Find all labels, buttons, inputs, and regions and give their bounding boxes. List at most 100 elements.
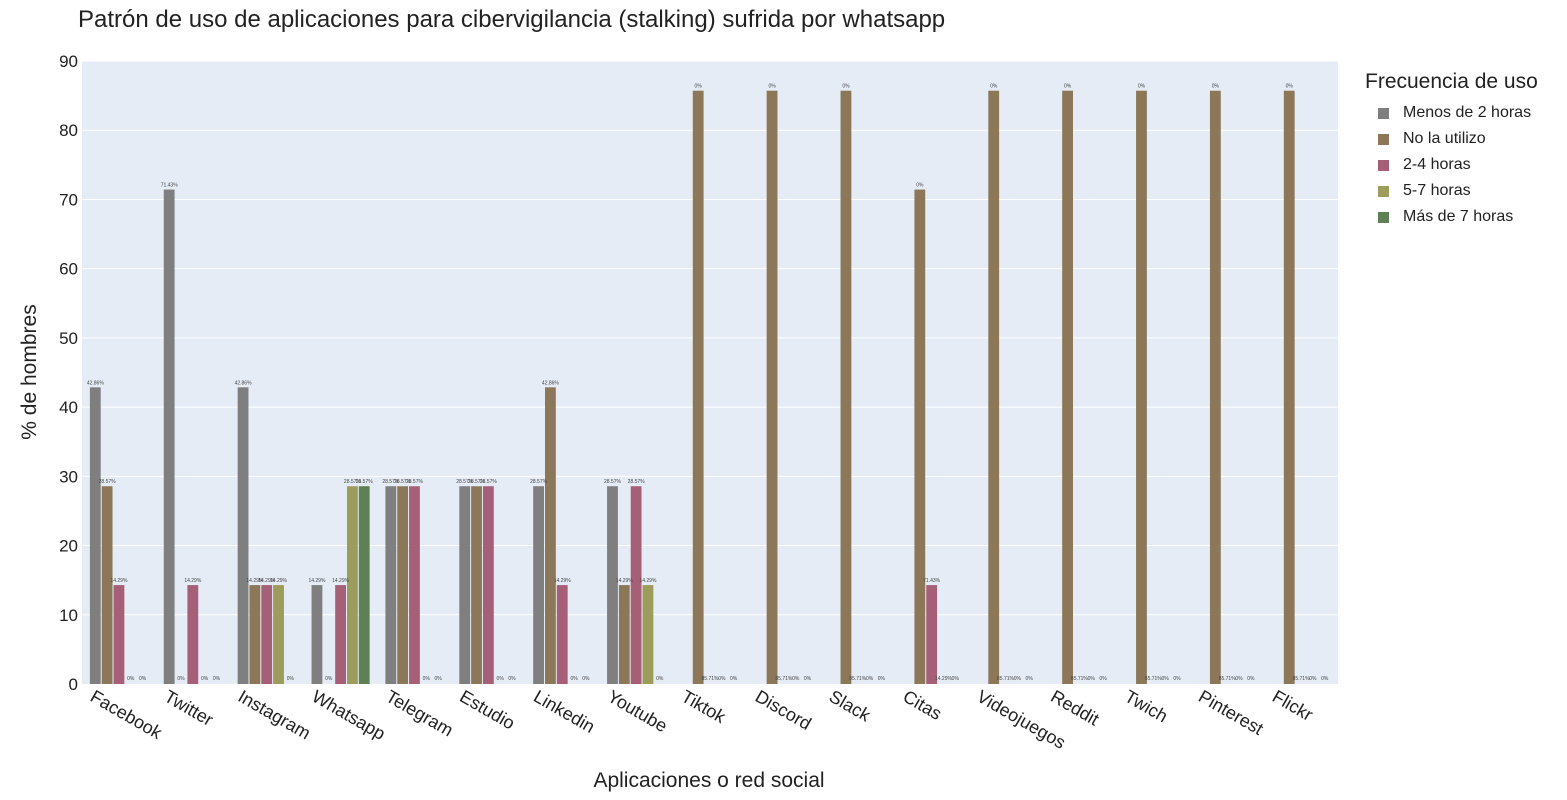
data-label: 28.57% [456, 479, 474, 485]
data-label: 28.57% [344, 479, 362, 485]
data-label: 14.29% [308, 578, 326, 584]
data-label: 14.29% [184, 578, 202, 584]
data-label: 14.29% [639, 578, 657, 584]
legend-item[interactable]: 5-7 horas [1365, 178, 1538, 204]
y-tick-label: 80 [59, 121, 78, 140]
legend-swatch [1378, 159, 1389, 171]
x-tick-label: Estudio [456, 686, 518, 733]
legend-label: 2-4 horas [1403, 156, 1471, 173]
data-label: 0% [213, 676, 221, 682]
bar [89, 387, 101, 684]
bar [692, 90, 704, 684]
data-label: 0% [792, 676, 800, 682]
data-label: 0% [1173, 676, 1181, 682]
bar [533, 486, 545, 684]
legend-swatch [1378, 211, 1389, 223]
legend-item[interactable]: Menos de 2 horas [1365, 100, 1538, 126]
data-label: 85.71% [849, 676, 867, 682]
data-label: 14.29% [246, 578, 264, 584]
data-label: 71.43% [923, 578, 941, 584]
legend-label: Más de 7 horas [1403, 208, 1514, 225]
data-label: 14.29% [554, 578, 572, 584]
bar [914, 189, 926, 685]
x-tick-label: Pinterest [1195, 686, 1267, 739]
bar [482, 486, 494, 684]
chart-title: Patrón de uso de aplicaciones para ciber… [78, 6, 946, 33]
data-label: 85.71% [1071, 676, 1089, 682]
data-label: 28.57% [468, 479, 486, 485]
data-label: 42.86% [235, 380, 253, 386]
bar [630, 486, 642, 684]
data-label: 85.71% [997, 676, 1015, 682]
y-tick-label: 50 [59, 329, 78, 348]
bar [335, 585, 346, 684]
bar [273, 585, 284, 684]
data-label: 0% [423, 676, 431, 682]
data-label: 0% [878, 676, 886, 682]
data-label: 14.29% [616, 578, 634, 584]
data-label: 0% [952, 676, 960, 682]
data-label: 0% [570, 676, 578, 682]
y-tick-label: 20 [59, 537, 78, 556]
bar [1062, 90, 1074, 684]
legend-item[interactable]: Más de 7 horas [1365, 204, 1538, 230]
data-label: 0% [201, 676, 209, 682]
data-label: 0% [1138, 84, 1146, 90]
data-label: 28.57% [394, 479, 412, 485]
x-tick-label: Reddit [1047, 686, 1102, 729]
x-tick-label: Youtube [604, 686, 671, 736]
bar [988, 90, 1000, 684]
bar [409, 486, 420, 684]
data-label: 42.86% [87, 380, 105, 386]
data-label: 0% [177, 676, 185, 682]
data-label: 85.71% [702, 676, 720, 682]
legend-item[interactable]: No la utilizo [1365, 126, 1538, 152]
bar [261, 585, 273, 684]
legend-label: 5-7 horas [1403, 182, 1471, 199]
bar [926, 585, 938, 684]
y-axis-title: % de hombres [18, 304, 41, 439]
bar [607, 486, 618, 684]
bar [249, 585, 261, 684]
x-tick-label: Twitter [161, 686, 217, 730]
data-label: 0% [1212, 84, 1220, 90]
bar [556, 585, 568, 684]
data-label: 0% [325, 676, 333, 682]
data-label: 0% [842, 84, 850, 90]
data-label: 85.71% [1219, 676, 1237, 682]
bar [311, 585, 323, 684]
data-label: 0% [1247, 676, 1255, 682]
y-tick-label: 70 [59, 190, 78, 209]
data-label: 0% [508, 676, 516, 682]
data-label: 28.57% [604, 479, 622, 485]
bar [471, 486, 482, 684]
data-label: 0% [139, 676, 147, 682]
data-label: 0% [1161, 676, 1169, 682]
data-label: 0% [730, 676, 738, 682]
data-label: 0% [1088, 676, 1096, 682]
data-label: 0% [916, 183, 924, 189]
legend-swatch [1378, 133, 1389, 145]
legend-swatch [1378, 107, 1389, 119]
x-tick-label: Tiktok [678, 686, 730, 727]
bar [397, 486, 409, 684]
data-label: 0% [434, 676, 442, 682]
y-tick-label: 60 [59, 260, 78, 279]
data-label: 0% [1099, 676, 1107, 682]
data-label: 0% [718, 676, 726, 682]
bar [346, 486, 358, 684]
data-label: 28.57% [99, 479, 117, 485]
bar [545, 387, 556, 684]
y-tick-label: 40 [59, 398, 78, 417]
legend-item[interactable]: 2-4 horas [1365, 152, 1538, 178]
data-label: 0% [497, 676, 505, 682]
data-label: 85.71% [1293, 676, 1311, 682]
data-label: 85.71% [1145, 676, 1163, 682]
x-tick-label: Linkedin [530, 686, 598, 737]
data-label: 0% [1286, 84, 1294, 90]
data-label: 14.29% [110, 578, 128, 584]
bar [358, 486, 370, 684]
legend-label: No la utilizo [1403, 130, 1486, 147]
x-tick-label: Discord [752, 686, 815, 734]
data-label: 28.57% [356, 479, 374, 485]
